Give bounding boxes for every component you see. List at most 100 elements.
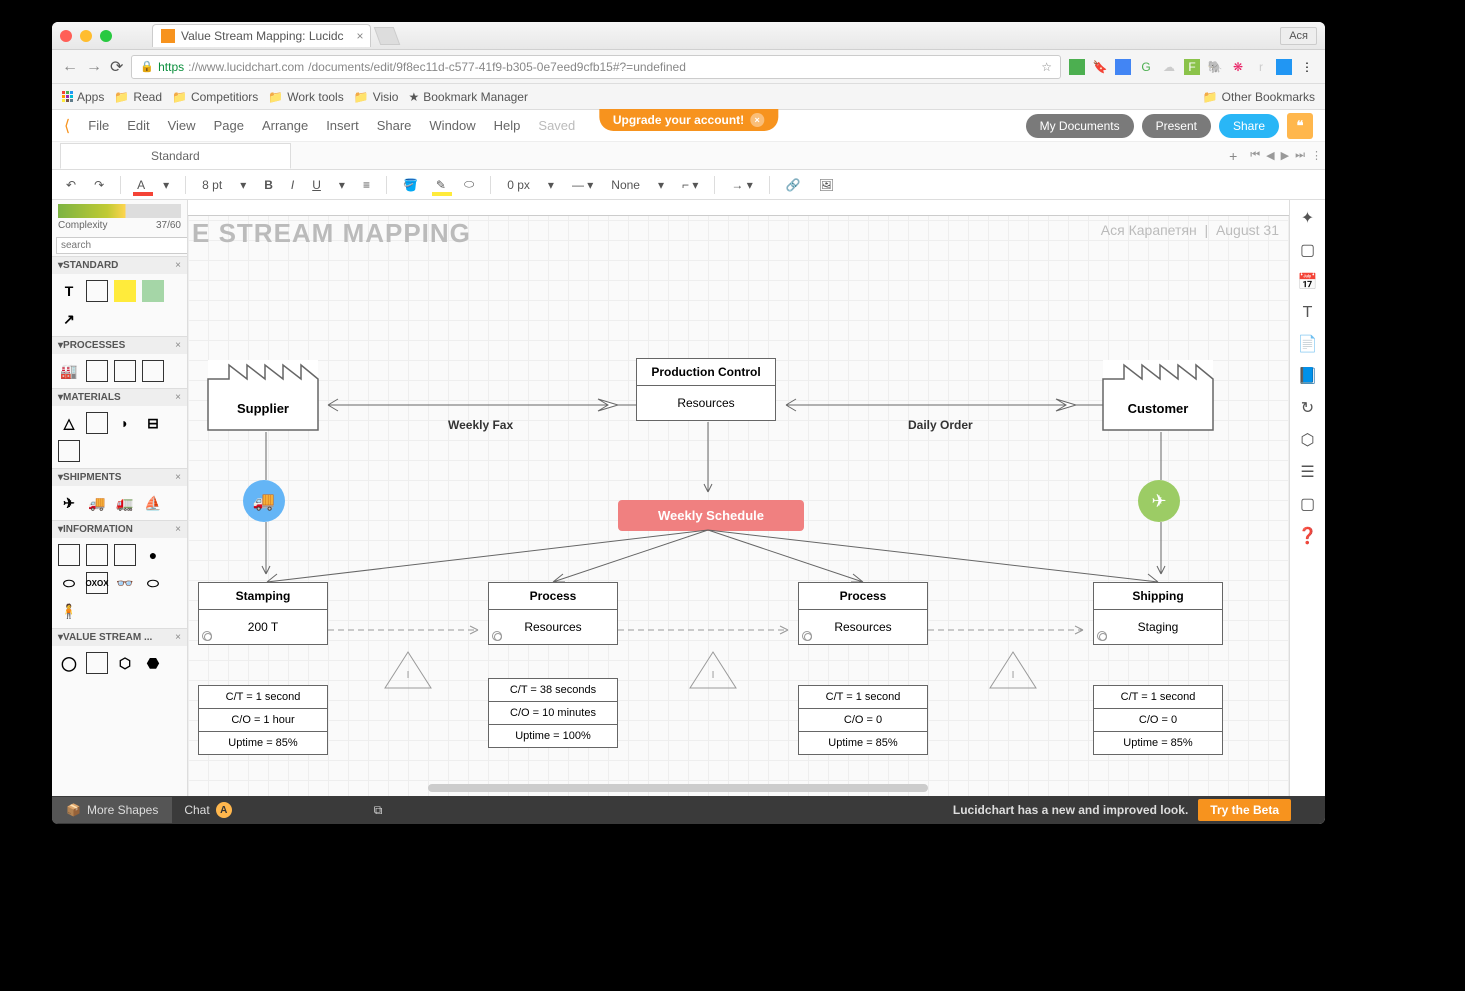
- data-box[interactable]: C/T = 1 secondC/O = 1 hourUptime = 85%: [198, 685, 328, 755]
- ext-icon[interactable]: ☁: [1161, 59, 1177, 75]
- info-shape[interactable]: OXOX: [86, 572, 108, 594]
- person-shape[interactable]: 🧍: [58, 600, 80, 622]
- layers-icon[interactable]: ☰: [1300, 462, 1314, 482]
- line-style-button[interactable]: — ▾: [568, 176, 597, 194]
- menu-arrange[interactable]: Arrange: [262, 118, 308, 133]
- minimize-window-button[interactable]: [80, 30, 92, 42]
- triangle-shape[interactable]: △: [58, 412, 80, 434]
- share-button[interactable]: Share: [1219, 114, 1279, 138]
- italic-button[interactable]: I: [287, 176, 298, 194]
- master-icon[interactable]: 📅: [1298, 272, 1318, 292]
- line-color-button[interactable]: ✎: [432, 176, 450, 194]
- bookmark-folder[interactable]: 📁Visio: [354, 90, 399, 104]
- supplier-node[interactable]: Supplier: [208, 360, 318, 430]
- history-icon[interactable]: ↻: [1301, 398, 1314, 418]
- info-shape[interactable]: [58, 544, 80, 566]
- ext-icon[interactable]: [1115, 59, 1131, 75]
- factory-shape[interactable]: 🏭: [58, 360, 80, 382]
- link-button[interactable]: 🔗: [782, 176, 805, 194]
- undo-button[interactable]: ↶: [62, 176, 80, 194]
- comment-button[interactable]: ❝: [1287, 113, 1313, 139]
- ext-icon[interactable]: F: [1184, 59, 1200, 75]
- lucidchart-logo-icon[interactable]: ⟨: [64, 116, 70, 136]
- apps-button[interactable]: Apps: [62, 90, 104, 104]
- vsm-shape[interactable]: ◯: [58, 652, 80, 674]
- bookmark-folder[interactable]: 📁Read: [114, 90, 162, 104]
- mat2-shape[interactable]: [58, 440, 80, 462]
- bookmark-folder[interactable]: 📁Work tools: [268, 90, 343, 104]
- info-shape[interactable]: [86, 544, 108, 566]
- next-page-icon[interactable]: ▶: [1278, 149, 1292, 162]
- canvas[interactable]: E STREAM MAPPING Ася Карапетян | August …: [188, 200, 1289, 796]
- more-shapes-button[interactable]: 📦 More Shapes: [52, 797, 172, 823]
- shape-style-button[interactable]: ⬭: [460, 175, 478, 194]
- chat-button[interactable]: Chat A: [172, 802, 243, 818]
- other-bookmarks[interactable]: 📁Other Bookmarks: [1203, 90, 1315, 104]
- note-shape[interactable]: [114, 280, 136, 302]
- bold-button[interactable]: B: [260, 176, 277, 194]
- bookmark-item[interactable]: ★Bookmark Manager: [408, 90, 527, 104]
- first-page-icon[interactable]: ⏮: [1247, 149, 1263, 162]
- bookmark-folder[interactable]: 📁Competitiors: [172, 90, 258, 104]
- slides-icon[interactable]: ▢: [1300, 240, 1315, 260]
- oval-shape[interactable]: ⬭: [142, 572, 164, 594]
- present-icon[interactable]: ▢: [1300, 494, 1315, 514]
- ext-icon[interactable]: [1069, 59, 1085, 75]
- inventory-triangle[interactable]: I: [988, 650, 1038, 690]
- upgrade-banner[interactable]: Upgrade your account! ×: [599, 109, 778, 131]
- info-shape[interactable]: [114, 544, 136, 566]
- dot-shape[interactable]: ●: [142, 544, 164, 566]
- prev-page-icon[interactable]: ◀: [1263, 149, 1277, 162]
- mat-shape[interactable]: [86, 412, 108, 434]
- present-button[interactable]: Present: [1142, 114, 1211, 138]
- close-tab-icon[interactable]: ×: [357, 29, 364, 43]
- arc-shape[interactable]: ◗: [114, 412, 136, 434]
- align-button[interactable]: ≡: [359, 176, 374, 194]
- inventory-triangle[interactable]: I: [383, 650, 433, 690]
- section-header[interactable]: ▾ VALUE STREAM ...×: [52, 629, 187, 646]
- help-icon[interactable]: ❓: [1298, 526, 1318, 546]
- menu-page[interactable]: Page: [214, 118, 244, 133]
- fill-color-button[interactable]: 🪣: [399, 176, 422, 194]
- browser-tab[interactable]: Value Stream Mapping: Lucidc ×: [152, 24, 371, 47]
- plane-icon[interactable]: ✈: [58, 492, 80, 514]
- forklift-icon[interactable]: 🚛: [114, 492, 136, 514]
- vsm-shape[interactable]: [86, 652, 108, 674]
- forward-button[interactable]: →: [86, 58, 102, 76]
- process-shape[interactable]: [86, 360, 108, 382]
- text-color-button[interactable]: A: [133, 176, 149, 194]
- vsm-shape[interactable]: ⬡: [114, 652, 136, 674]
- my-documents-button[interactable]: My Documents: [1026, 114, 1134, 138]
- page-icon[interactable]: 📄: [1298, 334, 1318, 354]
- section-header[interactable]: ▾ STANDARD×: [52, 257, 187, 274]
- border-width-input[interactable]: 0 px: [503, 176, 534, 194]
- menu-share[interactable]: Share: [377, 118, 412, 133]
- process-node[interactable]: Shipping Staging: [1093, 582, 1223, 645]
- theme-icon[interactable]: 📘: [1298, 366, 1318, 386]
- customer-node[interactable]: Customer: [1103, 360, 1213, 430]
- ext-icon[interactable]: G: [1138, 59, 1154, 75]
- page-tab[interactable]: Standard: [60, 143, 291, 169]
- maximize-window-button[interactable]: [100, 30, 112, 42]
- cylinder-shape[interactable]: ⬭: [58, 572, 80, 594]
- process-node[interactable]: Stamping 200 T: [198, 582, 328, 645]
- section-header[interactable]: ▾ INFORMATION×: [52, 521, 187, 538]
- hex-icon[interactable]: ⬡: [1301, 430, 1315, 450]
- add-page-button[interactable]: +: [1219, 148, 1247, 164]
- block-shape[interactable]: [142, 280, 164, 302]
- ext-icon[interactable]: 🐘: [1207, 59, 1223, 75]
- try-beta-button[interactable]: Try the Beta: [1198, 799, 1291, 821]
- truck-icon[interactable]: 🚚: [243, 480, 285, 522]
- menu-edit[interactable]: Edit: [127, 118, 149, 133]
- canvas-scrollbar[interactable]: [428, 784, 928, 792]
- process-node[interactable]: Process Resources: [798, 582, 928, 645]
- data-box[interactable]: C/T = 38 secondsC/O = 10 minutesUptime =…: [488, 678, 618, 748]
- menu-insert[interactable]: Insert: [326, 118, 359, 133]
- production-control-node[interactable]: Production Control Resources: [636, 358, 776, 421]
- line-type-select[interactable]: None: [607, 176, 644, 194]
- section-header[interactable]: ▾ SHIPMENTS×: [52, 469, 187, 486]
- reload-button[interactable]: ⟳: [110, 57, 123, 77]
- boat-icon[interactable]: ⛵: [142, 492, 164, 514]
- inventory-triangle[interactable]: I: [688, 650, 738, 690]
- menu-help[interactable]: Help: [494, 118, 521, 133]
